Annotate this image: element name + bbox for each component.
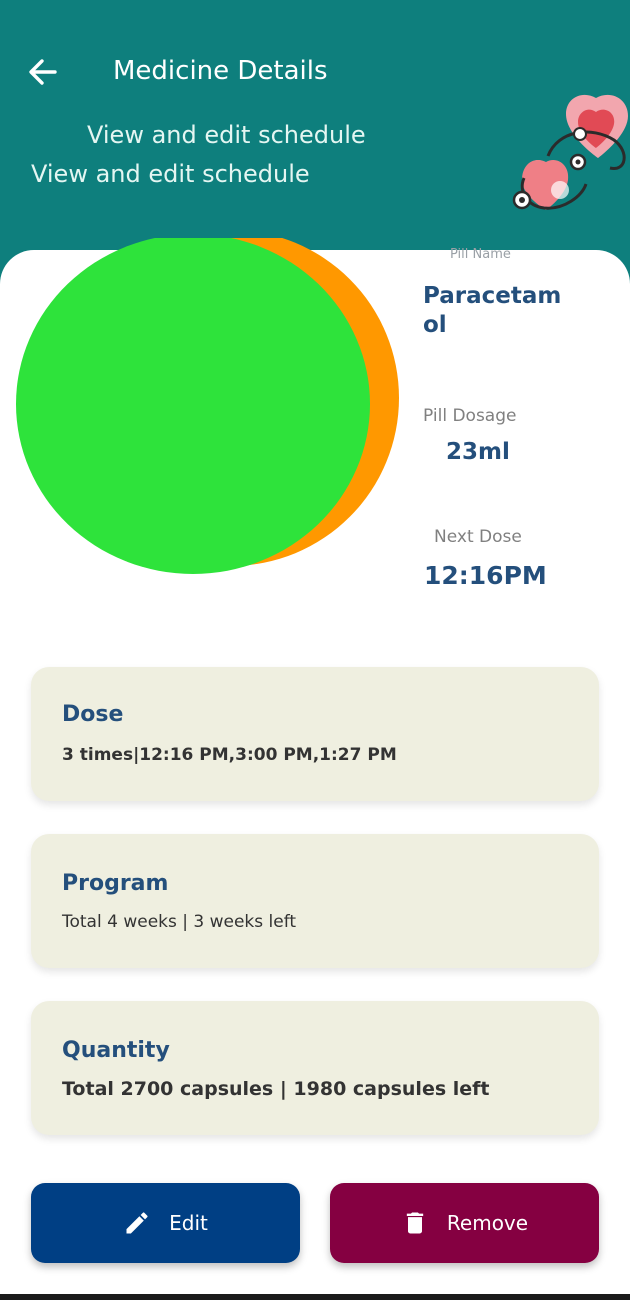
remove-button[interactable]: Remove bbox=[330, 1183, 599, 1263]
pill-name-value: Paracetamol bbox=[423, 283, 562, 338]
trash-icon bbox=[406, 1212, 424, 1234]
page-subtitle: View and edit schedule bbox=[87, 121, 366, 149]
program-card-detail: Total 4 weeks | 3 weeks left bbox=[62, 912, 297, 932]
quantity-card: Quantity Total 2700 capsules | 1980 caps… bbox=[31, 1001, 599, 1135]
bottom-divider bbox=[0, 1294, 630, 1300]
quantity-card-title: Quantity bbox=[62, 1038, 170, 1063]
pill-dosage-label: Pill Dosage bbox=[423, 406, 517, 426]
page-subtitle-shadow: View and edit schedule bbox=[31, 160, 310, 188]
program-card: Program Total 4 weeks | 3 weeks left bbox=[31, 834, 599, 968]
quantity-card-detail: Total 2700 capsules | 1980 capsules left bbox=[62, 1078, 490, 1100]
pill-name-label: Pill Name bbox=[450, 247, 511, 262]
remove-button-label: Remove bbox=[446, 1211, 529, 1235]
heart-stethoscope-illustration bbox=[512, 94, 628, 210]
pencil-icon bbox=[126, 1212, 148, 1234]
dose-card-detail: 3 times|12:16 PM,3:00 PM,1:27 PM bbox=[62, 745, 397, 765]
dose-card: Dose 3 times|12:16 PM,3:00 PM,1:27 PM bbox=[31, 667, 599, 801]
back-button[interactable] bbox=[24, 54, 60, 90]
edit-button-label: Edit bbox=[169, 1211, 208, 1235]
edit-button[interactable]: Edit bbox=[31, 1183, 300, 1263]
program-card-title: Program bbox=[62, 871, 169, 896]
pill-dosage-value: 23ml bbox=[446, 439, 510, 465]
pill-circle-image bbox=[16, 238, 399, 574]
next-dose-label: Next Dose bbox=[434, 527, 522, 547]
dose-card-title: Dose bbox=[62, 702, 124, 727]
page-title: Medicine Details bbox=[113, 56, 328, 86]
arrow-left-icon bbox=[29, 59, 57, 85]
next-dose-value: 12:16PM bbox=[424, 561, 547, 590]
